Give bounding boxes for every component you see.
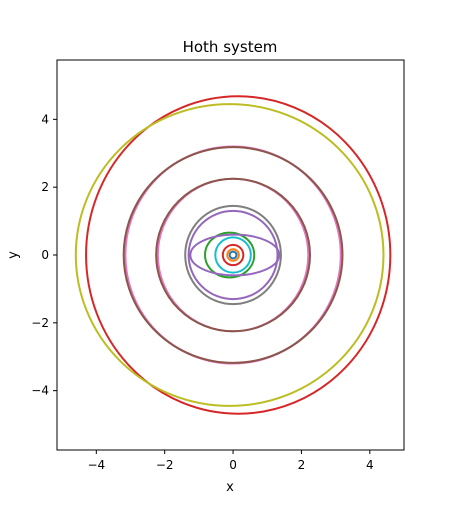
orbit-series-14 [74,103,385,407]
orbit-series-3 [221,243,245,267]
orbit-series-2 [226,248,240,262]
orbit-series-12 [122,146,344,364]
y-tick-label: −4 [31,384,49,398]
orbit-series-13 [85,95,392,415]
orbit-series-10 [155,177,311,333]
orbit-series-4 [214,236,252,274]
orbit-series-9 [156,177,310,333]
orbit-series-6 [189,233,281,277]
y-tick-label: 0 [41,248,49,262]
y-tick-label: −2 [31,316,49,330]
x-axis-label: x [226,480,234,495]
chart-title: Hoth system [183,38,278,56]
y-tick-label: 4 [41,112,49,126]
orbit-series-5 [204,231,256,279]
orbit-series-1 [228,250,238,260]
x-tick-label: 2 [298,458,306,472]
x-axis: −4 −2 0 2 4 [87,450,374,472]
x-tick-label: −4 [87,458,105,472]
y-axis: −4 −2 0 2 4 [31,112,57,398]
orbit-series-7 [184,204,282,306]
x-tick-label: 4 [366,458,374,472]
orbit-series-8 [187,209,279,301]
x-tick-label: −2 [156,458,174,472]
y-tick-label: 2 [41,180,49,194]
plot-area [74,95,392,415]
x-tick-label: 0 [229,458,237,472]
y-axis-label: y [6,251,21,259]
